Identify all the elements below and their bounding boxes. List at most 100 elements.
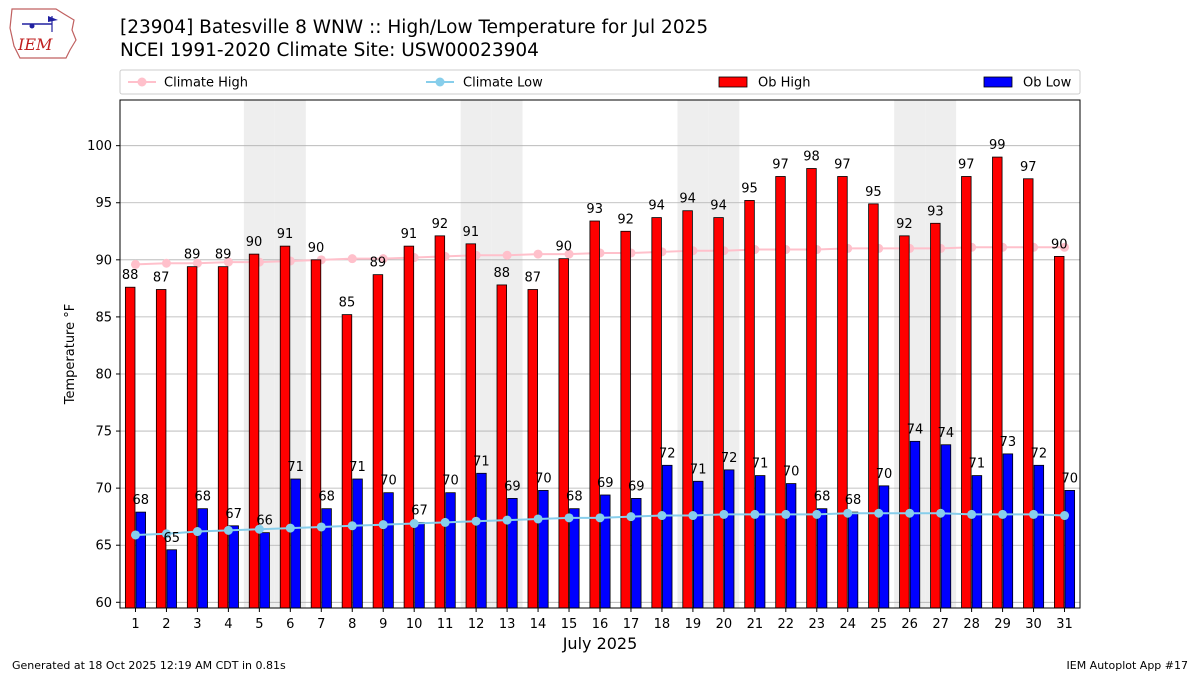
ob-low-value-label: 72 — [721, 451, 738, 466]
ob-low-value-label: 71 — [287, 460, 304, 475]
climate-low-point — [161, 529, 171, 539]
weekend-shade — [925, 100, 957, 608]
ob-high-bar — [992, 156, 1003, 609]
climate-low-point — [533, 514, 543, 524]
ob-low-bar — [816, 508, 828, 609]
climate-low-point — [688, 511, 698, 521]
ob-low-bar — [847, 511, 859, 609]
ob-high-value-label: 93 — [586, 202, 603, 217]
ob-high-value-label: 90 — [246, 235, 263, 250]
climate-low-point — [843, 508, 853, 518]
ob-low-bar — [259, 532, 270, 609]
ob-low-value-label: 70 — [442, 474, 459, 489]
ob-high-value-label: 98 — [803, 149, 820, 164]
y-tick-label: 65 — [95, 539, 112, 554]
ob-low-value-label: 68 — [194, 490, 211, 505]
weekend-shade — [460, 100, 492, 608]
ob-high-bar — [868, 203, 879, 609]
generated-footer: Generated at 18 Oct 2025 12:19 AM CDT in… — [12, 659, 286, 672]
ob-high-bar — [837, 176, 848, 609]
ob-high-value-label: 92 — [432, 217, 449, 232]
ob-low-bar — [878, 485, 890, 609]
ob-low-value-label: 70 — [535, 471, 552, 486]
ob-high-value-label: 90 — [1051, 237, 1068, 252]
y-tick-label: 90 — [95, 253, 112, 268]
climate-low-point — [316, 522, 326, 532]
ob-high-bar — [465, 243, 477, 609]
ob-high-value-label: 94 — [679, 192, 696, 207]
ob-low-value-label: 70 — [1062, 471, 1079, 486]
ob-high-bar — [682, 210, 693, 609]
climate-low-point — [254, 524, 264, 534]
climate-low-point — [595, 513, 605, 523]
ob-high-value-label: 99 — [989, 138, 1006, 153]
climate-low-point — [471, 516, 481, 526]
ob-low-value-label: 67 — [411, 503, 428, 518]
x-tick-label: 5 — [255, 617, 263, 632]
ob-high-bar — [124, 286, 136, 609]
ob-high-value-label: 87 — [524, 271, 541, 286]
ob-high-value-label: 91 — [401, 227, 418, 242]
ob-high-value-label: 89 — [370, 256, 387, 271]
ob-low-bar — [414, 521, 425, 609]
ob-low-value-label: 68 — [845, 493, 862, 508]
ob-low-value-label: 71 — [752, 457, 769, 472]
x-tick-label: 26 — [901, 617, 918, 632]
climate-low-point — [626, 512, 636, 522]
climate-high-point — [347, 254, 357, 264]
ob-high-value-label: 94 — [648, 199, 665, 214]
climate-low-point — [347, 521, 357, 531]
ob-low-value-label: 65 — [163, 531, 180, 546]
ob-high-bar — [496, 284, 507, 609]
x-tick-label: 4 — [224, 617, 232, 632]
ob-low-value-label: 67 — [225, 507, 242, 522]
x-tick-label: 6 — [286, 617, 294, 632]
ob-high-bar — [930, 222, 941, 609]
ob-high-bar — [589, 220, 600, 609]
ob-high-value-label: 88 — [122, 268, 139, 283]
ob-low-bar — [135, 511, 146, 609]
ob-low-bar — [476, 472, 487, 609]
ob-high-bar — [310, 259, 322, 609]
x-tick-label: 28 — [963, 617, 980, 632]
x-tick-label: 7 — [317, 617, 325, 632]
x-tick-label: 14 — [530, 617, 547, 632]
ob-high-value-label: 90 — [308, 241, 325, 256]
ob-low-bar — [197, 508, 208, 609]
climate-low-point — [378, 520, 388, 530]
climate-low-point — [812, 509, 822, 519]
climate-low-point — [967, 509, 977, 519]
x-tick-label: 17 — [623, 617, 640, 632]
climate-low-point — [781, 509, 791, 519]
x-tick-label: 20 — [716, 617, 733, 632]
ob-low-value-label: 68 — [814, 490, 831, 505]
y-tick-label: 95 — [95, 196, 112, 211]
x-tick-label: 16 — [592, 617, 609, 632]
climate-high-point — [502, 250, 512, 260]
legend-climate-low: Climate Low — [426, 76, 543, 91]
climate-low-point — [998, 509, 1008, 519]
ob-high-value-label: 95 — [741, 181, 758, 196]
ob-low-value-label: 70 — [380, 474, 397, 489]
x-tick-label: 18 — [654, 617, 671, 632]
climate-low-point — [750, 509, 760, 519]
weekend-shade — [677, 100, 709, 608]
ob-low-value-label: 71 — [349, 460, 366, 475]
climate-low-point — [905, 508, 915, 518]
ob-low-bar — [166, 549, 177, 609]
x-tick-label: 25 — [870, 617, 887, 632]
ob-high-value-label: 95 — [865, 185, 882, 200]
legend-label: Ob Low — [1023, 76, 1072, 91]
climate-high-point — [223, 257, 233, 267]
ob-high-bar — [217, 266, 229, 609]
ob-high-value-label: 94 — [710, 199, 727, 214]
ob-high-value-label: 93 — [927, 204, 944, 219]
climate-low-point — [440, 517, 450, 527]
y-tick-label: 85 — [95, 310, 112, 325]
legend-label: Climate Low — [463, 76, 543, 91]
ob-low-value-label: 69 — [504, 479, 521, 494]
ob-low-bar — [569, 508, 580, 609]
ob-high-bar — [620, 230, 631, 609]
x-axis-label: July 2025 — [562, 634, 638, 653]
ob-low-value-label: 74 — [938, 426, 955, 441]
